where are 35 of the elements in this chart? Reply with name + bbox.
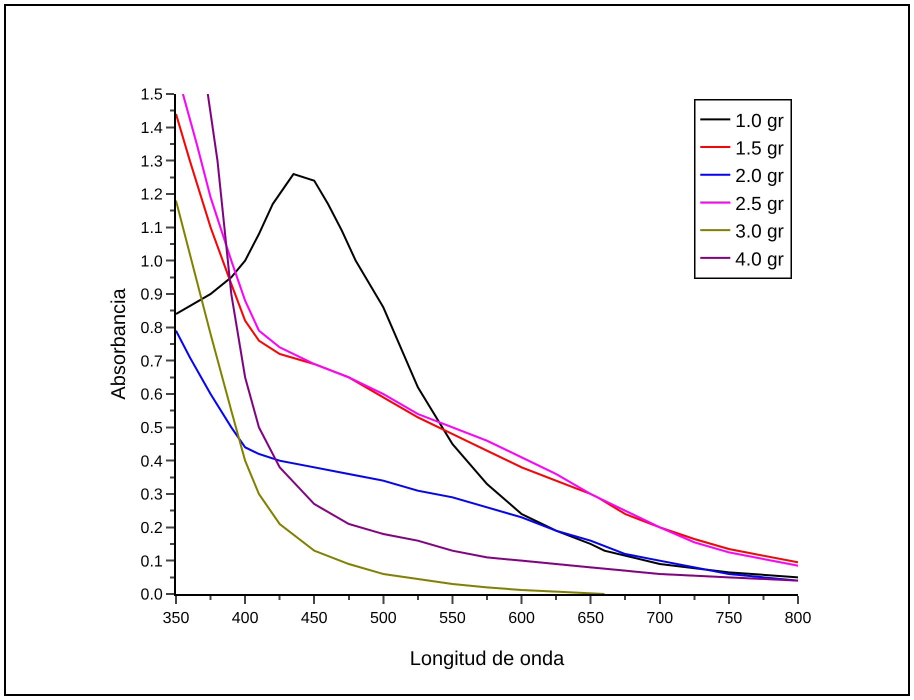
- y-tick-label: 0.8: [140, 320, 163, 337]
- y-tick-label: 0.6: [140, 386, 163, 404]
- legend-label: 2.5 gr: [735, 194, 785, 215]
- y-tick-label: 0.1: [140, 553, 163, 570]
- x-tick-label: 400: [232, 610, 259, 628]
- legend-label: 2.0 gr: [735, 166, 785, 188]
- x-tick-label: 600: [508, 610, 536, 628]
- legend-label: 1.0 gr: [735, 110, 785, 132]
- y-tick-label: 0.9: [140, 286, 163, 304]
- x-tick-label: 650: [577, 610, 604, 628]
- y-tick-label: 1.0: [140, 253, 163, 270]
- line-series: [176, 200, 606, 594]
- y-tick-label: 1.4: [140, 120, 163, 137]
- x-tick-label: 350: [162, 610, 190, 628]
- x-tick-label: 450: [300, 610, 328, 628]
- legend-label: 3.0 gr: [735, 222, 785, 243]
- y-axis-title: Absorbancia: [108, 288, 130, 400]
- x-axis-title: Longitud de onda: [410, 648, 566, 670]
- y-tick-label: 0.4: [140, 453, 163, 470]
- y-tick-label: 0.5: [140, 420, 163, 437]
- y-tick-label: 0.2: [140, 520, 163, 537]
- y-tick-label: 0.0: [140, 586, 163, 604]
- x-tick-label: 700: [646, 610, 674, 628]
- y-tick-label: 1.5: [140, 86, 163, 104]
- x-tick-label: 550: [439, 610, 466, 628]
- y-tick-label: 1.1: [140, 220, 163, 237]
- x-tick-label: 750: [716, 610, 742, 628]
- x-tick-label: 800: [784, 610, 812, 628]
- y-tick-label: 1.2: [140, 186, 163, 204]
- y-tick-label: 0.3: [140, 486, 163, 504]
- x-tick-label: 500: [370, 610, 397, 628]
- legend-label: 4.0 gr: [735, 249, 785, 270]
- legend-label: 1.5 gr: [735, 138, 785, 160]
- y-tick-label: 1.3: [140, 153, 163, 170]
- y-tick-label: 0.7: [140, 353, 163, 370]
